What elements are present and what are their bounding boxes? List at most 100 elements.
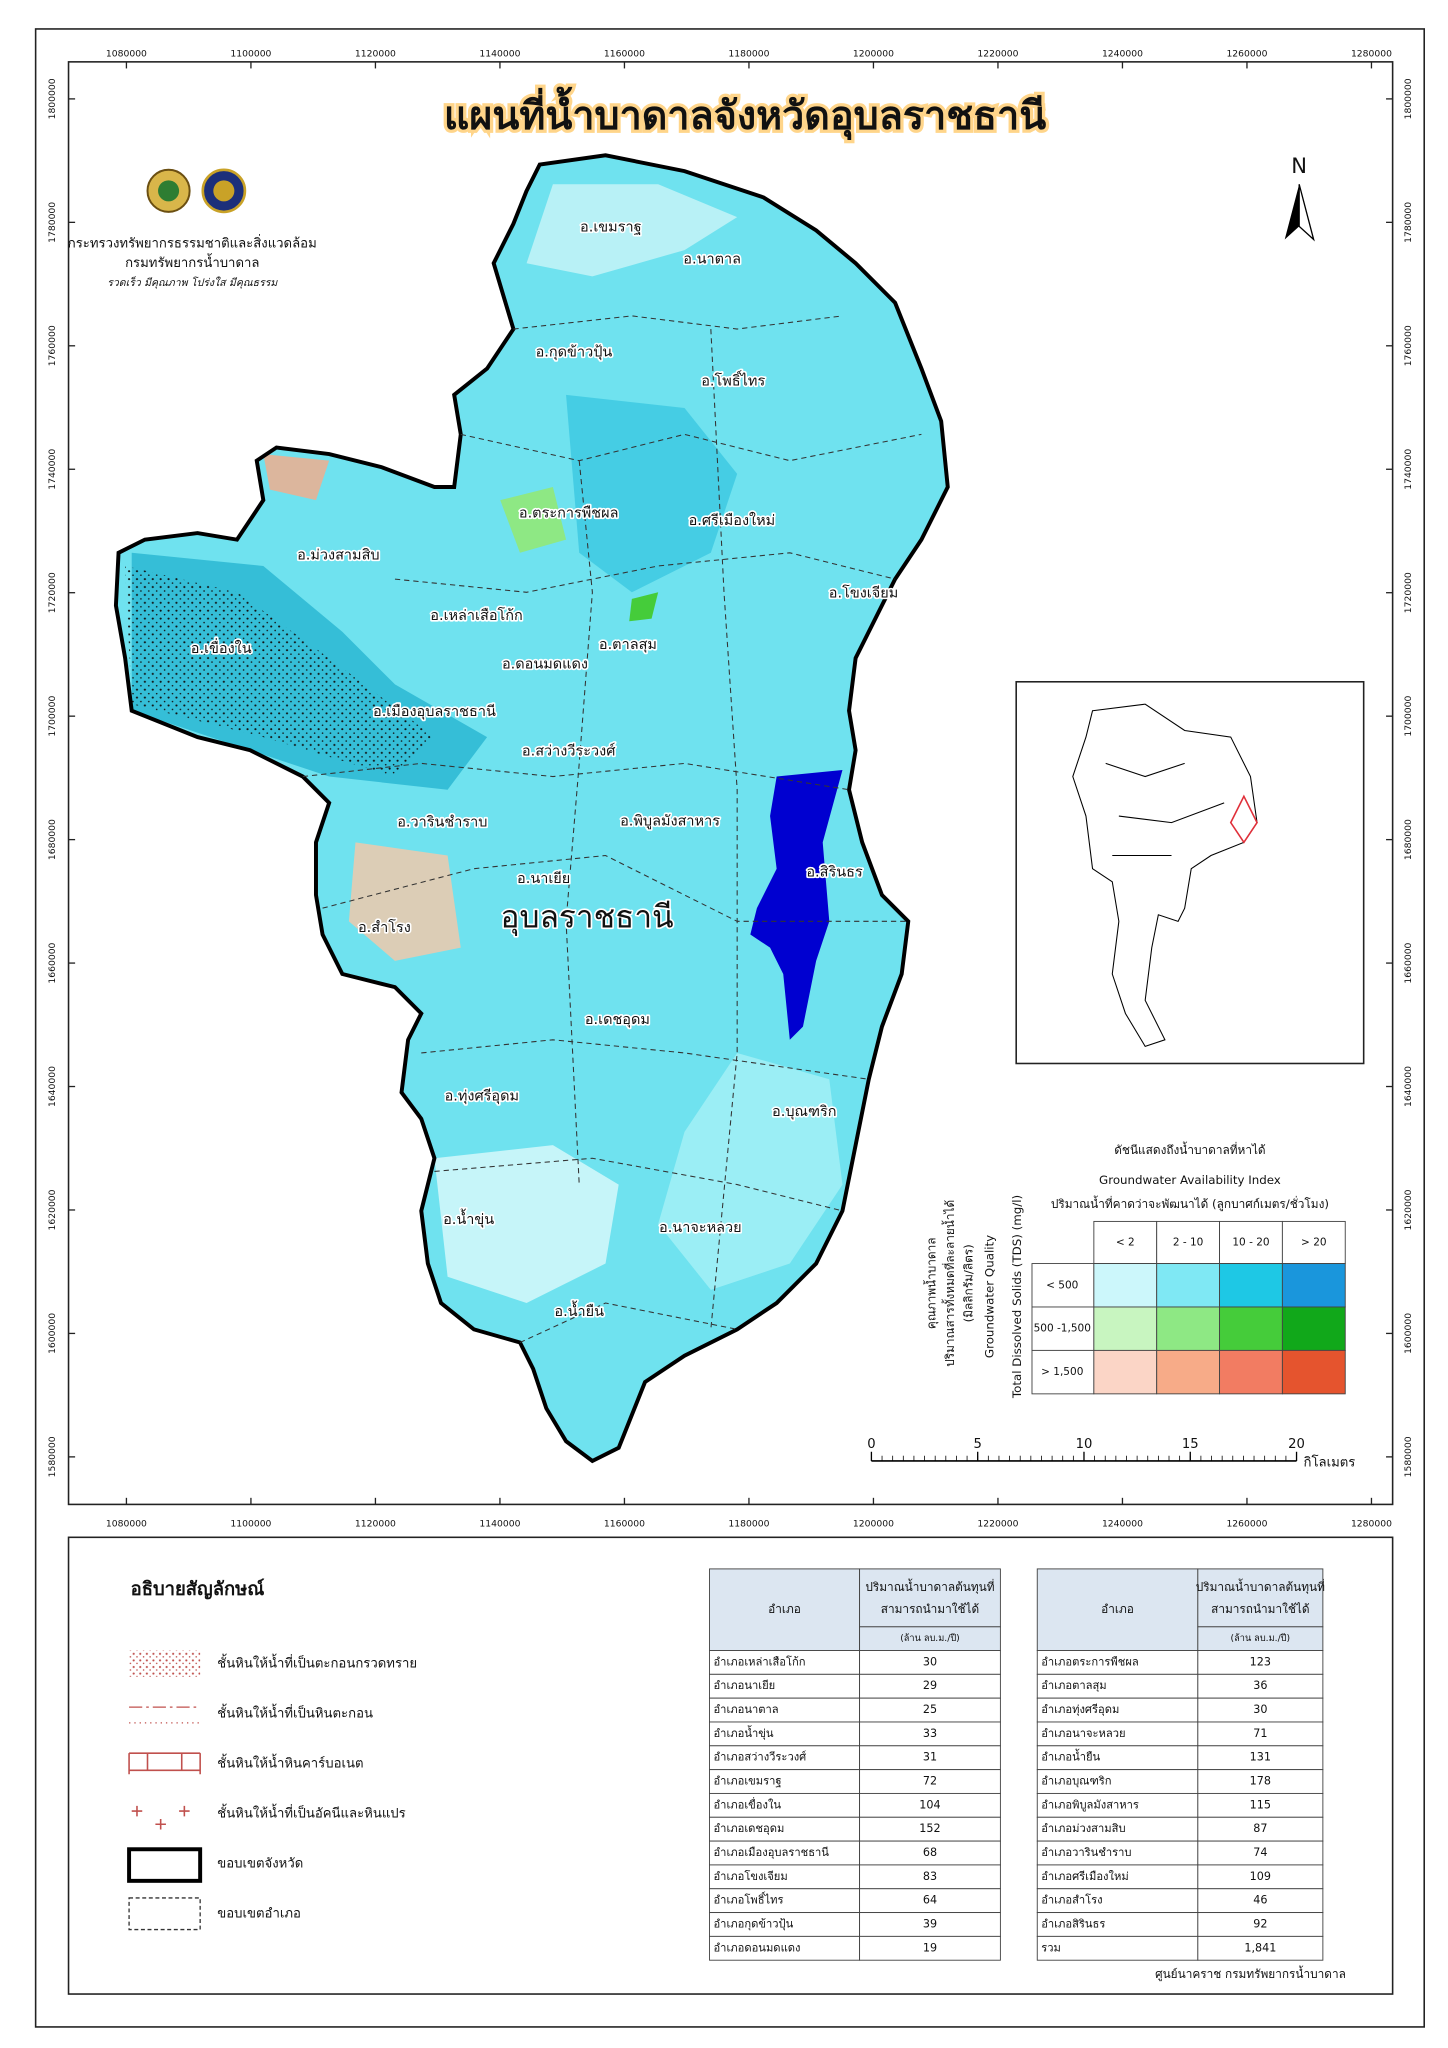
- index-header-cell: [1156, 1220, 1221, 1265]
- aquifer-zone: [434, 1145, 619, 1304]
- table-cell: [859, 1935, 1001, 1961]
- index-color-cell: [1156, 1349, 1221, 1395]
- y-tick-label: 1700000: [47, 696, 58, 737]
- index-color-cell: [1219, 1306, 1283, 1351]
- district-label: อ.ตระการพืชผล: [519, 504, 619, 521]
- table-district: อำเภอนาจะหลวย: [1041, 1727, 1125, 1740]
- province-boundary: [113, 153, 950, 1464]
- table-cell: [1036, 1935, 1199, 1961]
- scale-tick-label: 5: [974, 1437, 982, 1452]
- x-tick-label: 1260000: [1226, 1519, 1267, 1530]
- table-header: ปริมาณน้ำบาดาลต้นทุนที่: [865, 1578, 994, 1594]
- legend-item: ขอบเขตจังหวัด: [217, 1857, 303, 1872]
- x-tick-label: 1220000: [977, 48, 1018, 59]
- x-tick-label: 1240000: [1102, 1519, 1143, 1530]
- x-tick-label: 1180000: [728, 1519, 769, 1530]
- legend-item: ชั้นหินให้น้ำหินคาร์บอเนต: [217, 1754, 363, 1772]
- table-district: อำเภอเดชอุดม: [713, 1822, 784, 1835]
- aquifer-zone: [629, 592, 659, 622]
- table-amount: 123: [1250, 1655, 1271, 1668]
- index-column-label: 2 - 10: [1173, 1236, 1204, 1248]
- x-tick-label: 1200000: [853, 48, 894, 59]
- district-label: อ.น้ำขุ่น: [443, 1208, 494, 1228]
- y-tick-label: 1620000: [1403, 1189, 1414, 1230]
- table-district: อำเภอตระการพืชผล: [1041, 1655, 1139, 1668]
- index-color-cell: [1219, 1263, 1283, 1308]
- x-tick-label: 1260000: [1226, 48, 1267, 59]
- district-label: อ.เหล่าเสือโก้ก: [430, 606, 523, 624]
- legend-title: อธิบายสัญลักษณ์: [131, 1578, 265, 1600]
- table-district: อำเภอเมืองอุบลราชธานี: [713, 1846, 829, 1859]
- table-district: อำเภอนาตาล: [713, 1703, 778, 1716]
- logos: [146, 168, 247, 214]
- y-tick-label: 1780000: [1403, 202, 1414, 243]
- table-header: ปริมาณน้ำบาดาลต้นทุนที่: [1196, 1578, 1325, 1594]
- table-amount: 64: [923, 1894, 937, 1907]
- district-label: อ.นาจะหลวย: [659, 1220, 742, 1236]
- table-amount: 72: [923, 1775, 937, 1788]
- index-color-cell: [1281, 1349, 1346, 1395]
- index-row-cell: [1031, 1349, 1095, 1395]
- x-tick-label: 1140000: [479, 48, 520, 59]
- district-label: อ.ม่วงสามสิบ: [297, 547, 380, 563]
- y-tick-label: 1760000: [1403, 325, 1414, 366]
- table-district: อำเภอเหล่าเสือโก้ก: [713, 1654, 805, 1668]
- province-map: [113, 153, 950, 1464]
- table-header: อำเภอ: [768, 1602, 801, 1616]
- index-column-label: > 20: [1301, 1236, 1327, 1248]
- table-amount: 30: [1253, 1703, 1267, 1716]
- table-amount: 178: [1250, 1775, 1271, 1788]
- index-header-cell: [1281, 1220, 1346, 1265]
- legend-symbols: [127, 1650, 203, 1931]
- index-color-cell: [1281, 1263, 1346, 1308]
- district-label: อ.เมืองอุบลราชธานี: [373, 703, 496, 720]
- table-district: อำเภอศรีเมืองใหม่: [1041, 1870, 1129, 1883]
- legend-item: ขอบเขตอำเภอ: [217, 1907, 301, 1922]
- index-row-label: > 1,500: [1041, 1366, 1083, 1378]
- table-district: อำเภอม่วงสามสิบ: [1041, 1822, 1125, 1835]
- table-header: สามารถนำมาใช้ได้: [881, 1602, 979, 1616]
- table-header-cell: [859, 1568, 1001, 1628]
- district-label: อ.น้ำยืน: [554, 1300, 604, 1320]
- x-tick-label: 1100000: [230, 48, 271, 59]
- scale-tick-label: 0: [867, 1437, 875, 1452]
- district-label: อ.พิบูลมังสาหาร: [620, 813, 720, 829]
- district-label: อ.ทุ่งศรีอุดม: [445, 1087, 519, 1104]
- footer: ศูนย์นาคราช กรมทรัพยากรน้ำบาดาล: [1155, 1965, 1346, 1982]
- aquifer-zone: [566, 394, 738, 593]
- district-label: อ.นาตาล: [683, 251, 741, 267]
- x-tick-label: 1200000: [853, 1519, 894, 1530]
- scale-tick-label: 10: [1076, 1437, 1093, 1452]
- aquifer-zone: [500, 486, 567, 553]
- district-label: อ.โพธิ์ไทร: [701, 370, 765, 390]
- index-color-cell: [1219, 1349, 1283, 1395]
- inset-frame: [1015, 680, 1365, 1065]
- x-tick-label: 1240000: [1102, 48, 1143, 59]
- table-district: รวม: [1041, 1941, 1061, 1954]
- y-tick-label: 1620000: [47, 1189, 58, 1230]
- table-amount: 115: [1250, 1798, 1271, 1811]
- table-amount: 25: [923, 1703, 937, 1716]
- x-tick-label: 1120000: [355, 1519, 396, 1530]
- district-boundaries: [302, 315, 922, 1343]
- table-district: อำเภอน้ำขุ่น: [713, 1725, 773, 1740]
- aquifer-zone: [658, 1052, 843, 1290]
- y-tick-label: 1740000: [1403, 449, 1414, 490]
- y-tick-label: 1600000: [1403, 1313, 1414, 1354]
- index-row-label: 500 -1,500: [1034, 1323, 1091, 1335]
- index-color-cell: [1093, 1306, 1158, 1351]
- province-label: อุบลราชธานี: [501, 900, 674, 937]
- table-amount: 68: [923, 1846, 937, 1859]
- table-amount: 33: [923, 1727, 937, 1740]
- legend-item: ชั้นหินให้น้ำที่เป็นตะกอนกรวดทราย: [217, 1654, 417, 1672]
- y-tick-label: 1660000: [47, 942, 58, 983]
- aquifer-zone: [348, 842, 461, 961]
- table-amount: 74: [1253, 1846, 1267, 1859]
- y-tick-label: 1600000: [47, 1313, 58, 1354]
- table-header: อำเภอ: [1101, 1602, 1134, 1616]
- district-label: อ.เดชอุดม: [585, 1012, 650, 1028]
- legend-item: ชั้นหินให้น้ำที่เป็นหินตะกอน: [217, 1704, 373, 1722]
- table-header-unit: (ล้าน ลบ.ม./ปี): [900, 1632, 960, 1644]
- table-amount: 30: [923, 1655, 937, 1668]
